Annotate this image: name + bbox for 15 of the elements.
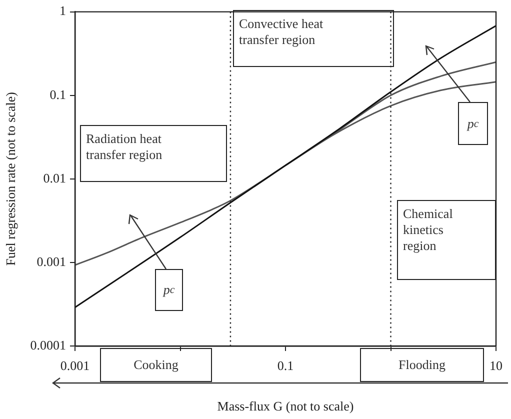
- y-tick-label: 0.01: [43, 170, 66, 186]
- x-tick-label: 0.001: [60, 358, 90, 374]
- annotation: Chemical kinetics region: [397, 200, 496, 280]
- y-tick-label: 0.0001: [30, 337, 66, 352]
- x-tick-label: 10: [490, 358, 502, 374]
- text: Cooking: [100, 348, 212, 382]
- y-tick-label: 0.1: [50, 86, 66, 102]
- text: Flooding: [360, 348, 484, 382]
- y-tick-label: 0.001: [36, 254, 66, 269]
- y-axis-title: Fuel regression rate (not to scale): [3, 92, 18, 266]
- x-axis-title: Mass-flux G (not to scale): [217, 398, 354, 414]
- x-tick-label: 0.1: [277, 358, 294, 374]
- y-tick-label: 1: [60, 3, 66, 18]
- annotation: Convective heat transfer region: [233, 10, 394, 67]
- annotation: Radiation heat transfer region: [80, 125, 227, 182]
